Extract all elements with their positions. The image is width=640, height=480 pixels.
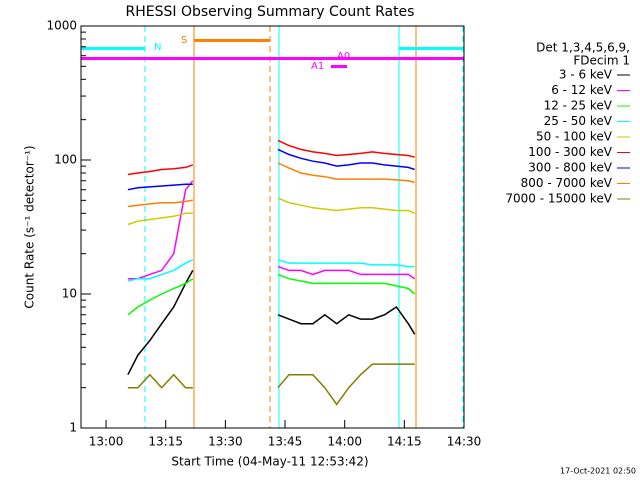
plot-area bbox=[127, 139, 416, 406]
flag-label: A0 bbox=[337, 51, 350, 62]
y-tick-label: 10 bbox=[62, 287, 77, 301]
flag-bar bbox=[194, 39, 270, 42]
legend-label: 800 - 7000 keV bbox=[521, 176, 613, 190]
flag-bar bbox=[81, 47, 145, 50]
legend-label: 7000 - 15000 keV bbox=[505, 192, 612, 206]
x-tick-label: 14:30 bbox=[447, 435, 482, 449]
series-line bbox=[127, 162, 415, 208]
legend-label: 300 - 800 keV bbox=[528, 161, 612, 175]
series-line bbox=[127, 197, 416, 226]
flag-label: A1 bbox=[311, 61, 324, 72]
y-tick-label: 100 bbox=[54, 153, 77, 167]
legend-label: 12 - 25 keV bbox=[544, 99, 613, 113]
x-tick-label: 13:45 bbox=[268, 435, 303, 449]
x-tick-label: 13:00 bbox=[89, 435, 124, 449]
flag-label: N bbox=[154, 42, 161, 53]
chart-title: RHESSI Observing Summary Count Rates bbox=[126, 4, 415, 20]
series-line bbox=[127, 363, 415, 406]
x-tick-label: 13:15 bbox=[148, 435, 183, 449]
x-tick-label: 13:30 bbox=[208, 435, 243, 449]
y-tick-label: 1000 bbox=[46, 19, 77, 33]
event-lines bbox=[80, 26, 464, 428]
legend-title: Det 1,3,4,5,6,9, bbox=[536, 41, 630, 55]
flag-bar bbox=[399, 47, 463, 50]
flag-bar bbox=[331, 65, 347, 68]
legend-label: 3 - 6 keV bbox=[559, 68, 613, 82]
legend-label: 6 - 12 keV bbox=[551, 83, 613, 97]
flag-label: S bbox=[181, 35, 187, 46]
series-line bbox=[127, 259, 415, 282]
legend-label: 50 - 100 keV bbox=[536, 130, 613, 144]
legend-title: FDecim 1 bbox=[573, 54, 630, 68]
plot-frame bbox=[80, 25, 465, 429]
x-tick-label: 14:15 bbox=[387, 435, 422, 449]
x-axis-label: Start Time (04-May-11 12:53:42) bbox=[171, 455, 368, 469]
footer: 17-Oct-2021 02:50 bbox=[560, 467, 636, 476]
flag-bar bbox=[81, 57, 464, 60]
y-tick-label: 1 bbox=[69, 421, 77, 435]
legend-label: 25 - 50 keV bbox=[544, 114, 613, 128]
series-line bbox=[127, 273, 416, 316]
x-tick-label: 14:00 bbox=[327, 435, 362, 449]
y-axis-label: Count Rate (s⁻¹ detector⁻¹) bbox=[23, 145, 37, 308]
series-line bbox=[127, 148, 415, 191]
series-line bbox=[127, 139, 415, 176]
legend-label: 100 - 300 keV bbox=[528, 145, 612, 159]
